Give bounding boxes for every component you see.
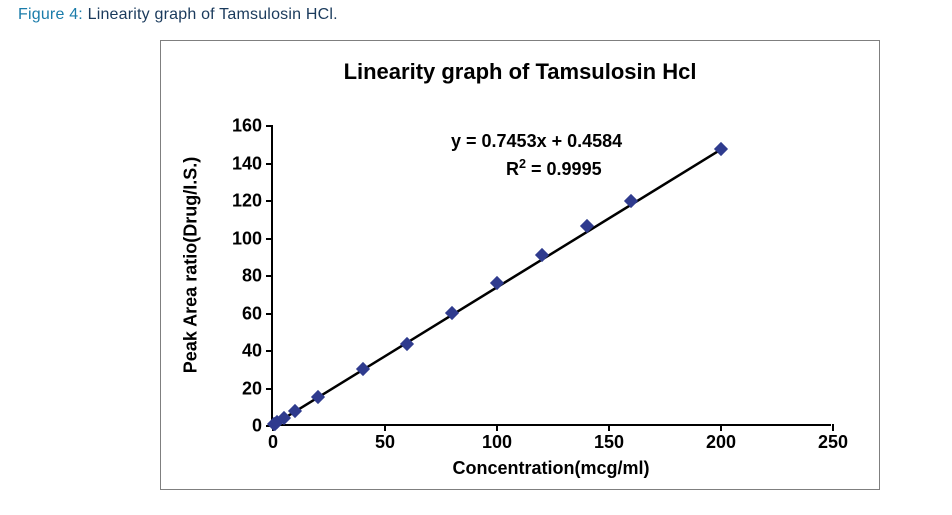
y-tick-label: 100 [232, 228, 262, 249]
x-tick-label: 50 [375, 432, 395, 453]
y-tick-label: 120 [232, 191, 262, 212]
y-tick-label: 20 [242, 378, 262, 399]
y-tick [266, 125, 273, 127]
y-tick-label: 80 [242, 266, 262, 287]
y-axis-title: Peak Area ratio(Drug/I.S.) [181, 157, 202, 373]
figure-label: Figure 4: [18, 6, 83, 23]
x-tick [608, 424, 610, 431]
r-squared: R2 = 0.9995 [506, 157, 602, 180]
chart-frame: Linearity graph of Tamsulosin Hcl Peak A… [160, 40, 880, 490]
x-axis-title: Concentration(mcg/ml) [452, 458, 649, 479]
chart-title: Linearity graph of Tamsulosin Hcl [161, 59, 879, 85]
y-tick-label: 40 [242, 341, 262, 362]
x-tick [720, 424, 722, 431]
figure-caption-text: Linearity graph of Tamsulosin HCl. [83, 6, 338, 23]
regression-equation: y = 0.7453x + 0.4584 [451, 131, 622, 152]
x-tick-label: 200 [706, 432, 736, 453]
x-tick [496, 424, 498, 431]
r2-sup: 2 [519, 157, 526, 171]
figure-caption: Figure 4: Linearity graph of Tamsulosin … [18, 6, 338, 24]
y-tick [266, 200, 273, 202]
page-root: Figure 4: Linearity graph of Tamsulosin … [0, 0, 952, 515]
x-tick-label: 250 [818, 432, 848, 453]
x-tick [384, 424, 386, 431]
y-tick [266, 275, 273, 277]
y-tick-label: 0 [252, 416, 262, 437]
y-tick [266, 388, 273, 390]
y-tick-label: 140 [232, 153, 262, 174]
x-tick [832, 424, 834, 431]
x-tick-label: 100 [482, 432, 512, 453]
y-tick-label: 60 [242, 303, 262, 324]
y-tick [266, 163, 273, 165]
y-tick-label: 160 [232, 116, 262, 137]
y-tick [266, 350, 273, 352]
y-tick [266, 313, 273, 315]
y-tick [266, 238, 273, 240]
r2-prefix: R [506, 159, 519, 179]
x-tick-label: 0 [268, 432, 278, 453]
x-tick-label: 150 [594, 432, 624, 453]
r2-rest: = 0.9995 [526, 159, 602, 179]
